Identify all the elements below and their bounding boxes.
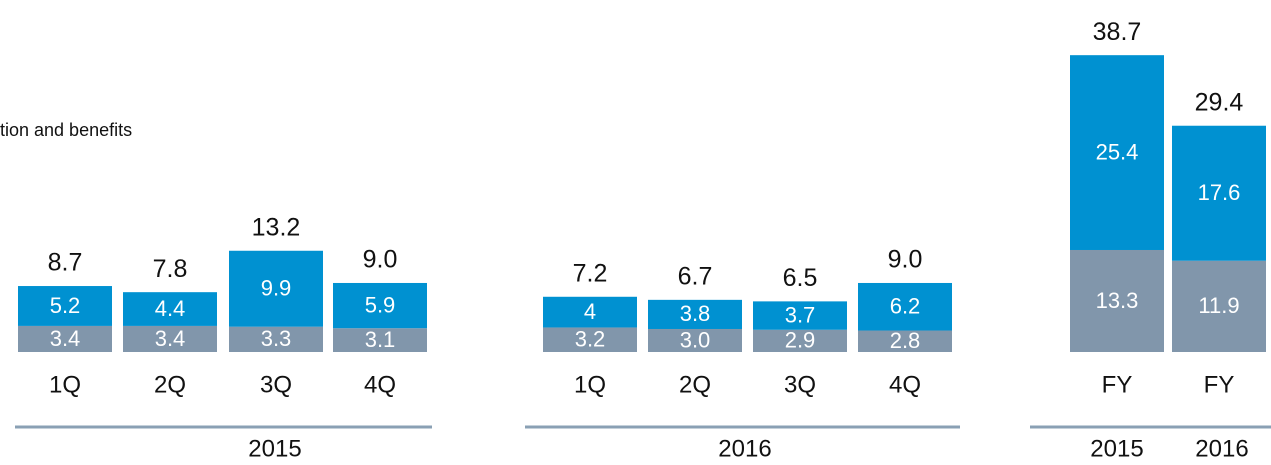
x-tick-label: 4Q <box>364 371 396 398</box>
total-label: 7.8 <box>153 255 188 283</box>
x-tick-label: 4Q <box>889 371 921 398</box>
bar-segment <box>753 329 847 352</box>
group-label: 2015 <box>1090 435 1143 462</box>
value-label: 5.2 <box>50 293 81 318</box>
bar-segment <box>1172 125 1266 261</box>
value-label: 11.9 <box>1198 293 1239 318</box>
bar-segment <box>1070 55 1164 250</box>
total-label: 6.5 <box>783 264 818 292</box>
x-tick-label: 1Q <box>574 371 606 398</box>
group-label: 2015 <box>248 435 301 462</box>
value-label: 17.6 <box>1198 180 1241 205</box>
value-label: 2.9 <box>785 328 816 353</box>
x-tick-label: 3Q <box>260 371 292 398</box>
total-label: 9.0 <box>888 246 923 274</box>
bar-segment <box>648 328 742 352</box>
value-label: 9.9 <box>261 276 292 301</box>
value-label: 3.1 <box>365 327 396 352</box>
value-label: 3.7 <box>785 302 816 327</box>
legend-text: tion and benefits <box>0 120 132 140</box>
value-label: 3.8 <box>680 301 711 326</box>
bar-segment <box>123 325 217 352</box>
value-label: 3.2 <box>575 327 606 352</box>
value-label: 6.2 <box>890 294 921 319</box>
bar-segment <box>229 326 323 352</box>
x-tick-label: 2Q <box>154 371 186 398</box>
value-label: 25.4 <box>1096 139 1139 164</box>
bar-segment <box>333 282 427 329</box>
bar-segment <box>648 299 742 329</box>
bar-segment <box>753 301 847 330</box>
total-label: 29.4 <box>1195 88 1244 116</box>
value-label: 13.3 <box>1096 288 1139 313</box>
value-label: 4.4 <box>155 296 186 321</box>
bar-segment <box>543 327 637 352</box>
bar-segment <box>543 296 637 328</box>
value-label: 2.8 <box>890 328 921 353</box>
x-tick-label: 1Q <box>49 371 81 398</box>
group-label: 2016 <box>718 435 771 462</box>
bar-segment <box>1070 249 1164 352</box>
x-tick-label: 3Q <box>784 371 816 398</box>
total-label: 38.7 <box>1093 18 1142 46</box>
value-label: 3.0 <box>680 327 711 352</box>
bar-segment <box>1172 260 1266 352</box>
value-label: 3.4 <box>50 326 81 351</box>
group-label: 2016 <box>1195 435 1248 462</box>
bar-segment <box>333 328 427 352</box>
x-tick-label: 2Q <box>679 371 711 398</box>
bar-segment <box>858 330 952 352</box>
bar-segment <box>123 292 217 326</box>
total-label: 7.2 <box>573 259 608 287</box>
bar-segment <box>18 325 112 352</box>
bar-segment <box>229 250 323 327</box>
total-label: 9.0 <box>363 246 398 274</box>
value-label: 3.3 <box>261 326 292 351</box>
value-label: 5.9 <box>365 292 396 317</box>
bar-segment <box>18 286 112 326</box>
bar-segment <box>858 282 952 331</box>
value-label: 4 <box>584 299 596 324</box>
x-tick-label: FY <box>1204 371 1235 398</box>
total-label: 6.7 <box>678 262 713 290</box>
total-label: 13.2 <box>252 213 301 241</box>
value-label: 3.4 <box>155 326 186 351</box>
total-label: 8.7 <box>48 249 83 277</box>
x-tick-label: FY <box>1102 371 1133 398</box>
